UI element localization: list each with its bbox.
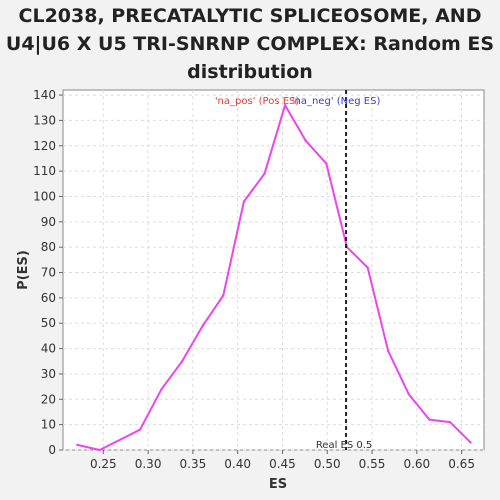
y-tick-label: 80 [41,240,56,254]
real-es-label: Real ES 0.5 [316,440,372,451]
series-layer [76,104,472,452]
x-tick-label: 0.45 [269,457,296,471]
data-point [304,139,307,142]
x-tick-label: 0.65 [448,457,475,471]
chart-title-line-2: U4|U6 X U5 TRI-SNRNP COMPLEX: Random ES [5,33,495,55]
tick-layer: 0 10 20 30 40 50 60 70 80 90 100 110 120 130 140 0.25 0.… [33,88,475,471]
data-point [160,387,163,391]
y-tick-label: 30 [41,367,56,381]
x-tick-label: 0.50 [314,457,341,471]
y-tick-label: 10 [41,418,56,432]
x-tick-label: 0.60 [403,457,430,471]
data-point [222,294,225,297]
data-point [366,266,369,269]
chart-title: CL2038, PRECATALYTIC SPLICEOSOME, AND U4… [0,2,500,86]
data-point [428,418,431,421]
y-tick-label: 90 [41,215,56,229]
y-tick-label: 20 [41,392,56,406]
data-point [407,393,410,396]
y-tick-label: 40 [41,342,56,356]
x-tick-label: 0.30 [135,457,162,471]
data-point [180,360,184,363]
chart-title-line-1: CL2038, PRECATALYTIC SPLICEOSOME, AND [18,5,482,27]
data-point [386,349,390,353]
annotation-layer: Real ES 0.5 'na_pos' (Pos ES)'na_neg' (Ne… [215,90,381,451]
data-point [325,162,328,165]
y-axis-title: P(ES) [16,250,31,290]
neg-es-annotation: 'na_neg' (Neg ES) [292,96,381,107]
y-tick-label: 110 [33,164,56,178]
y-tick-label: 140 [33,88,56,102]
data-point [448,420,452,424]
x-tick-label: 0.40 [224,457,251,471]
data-point [138,428,142,431]
y-tick-label: 120 [33,139,56,153]
x-tick-label: 0.25 [90,457,117,471]
plot-area [62,89,485,451]
data-point [76,443,79,447]
y-tick-label: 60 [41,291,56,305]
data-point [469,441,472,444]
data-point [201,324,204,327]
data-point [242,200,246,203]
chart-title-line-3: distribution [187,61,313,83]
y-tick-label: 0 [48,443,56,457]
pos-es-annotation: 'na_pos' (Pos ES) [215,96,300,107]
x-axis-title: ES [269,477,287,492]
x-tick-label: 0.55 [359,457,386,471]
y-tick-label: 70 [41,266,56,280]
y-tick-label: 100 [33,189,56,203]
x-tick-label: 0.35 [180,457,207,471]
data-point [263,172,266,175]
y-tick-label: 50 [41,316,56,330]
data-point [98,448,101,452]
y-tick-label: 130 [33,113,56,127]
data-point [283,104,287,107]
